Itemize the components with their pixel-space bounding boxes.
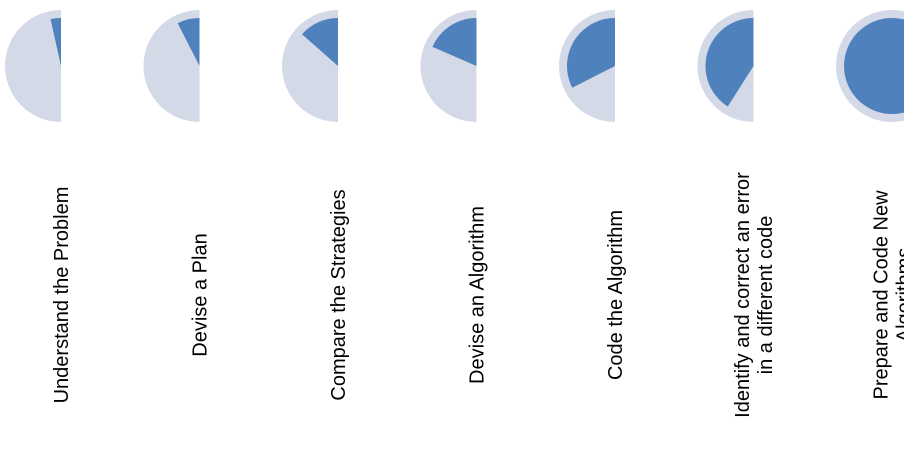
step-label: Prepare and Code NewAlgorithms	[871, 190, 904, 400]
step-label: Devise a Plan	[190, 233, 212, 356]
step-6: Identify and correct an errorin a differ…	[697, 10, 777, 418]
step-progress-wedge	[50, 18, 61, 66]
step-2: Devise a Plan	[143, 10, 212, 357]
step-label: Compare the Strategies	[328, 189, 350, 400]
step-label-line: Compare the Strategies	[328, 189, 350, 400]
step-progress-wedge	[844, 18, 904, 114]
step-label-line: Code the Algorithm	[605, 210, 627, 380]
step-progress-wedge	[567, 18, 615, 88]
step-label: Identify and correct an errorin a differ…	[732, 172, 777, 418]
step-5: Code the Algorithm	[559, 10, 627, 380]
step-progress-wedge	[705, 18, 754, 107]
step-label-line: Devise a Plan	[190, 233, 212, 356]
step-progress-wedge	[301, 18, 338, 66]
step-label-line: Identify and correct an error	[732, 172, 754, 418]
step-label-line: in a different code	[755, 216, 777, 375]
step-progress-wedge	[432, 18, 477, 66]
step-3: Compare the Strategies	[282, 10, 350, 401]
step-label: Devise an Algorithm	[467, 206, 489, 384]
step-label-line: Understand the Problem	[51, 187, 73, 404]
step-7: Prepare and Code NewAlgorithms	[836, 10, 904, 400]
step-4: Devise an Algorithm	[420, 10, 489, 384]
step-label-line: Prepare and Code New	[871, 190, 893, 400]
step-label-line: Devise an Algorithm	[467, 206, 489, 384]
step-label-line: Algorithms	[894, 248, 904, 342]
step-label: Code the Algorithm	[605, 210, 627, 380]
step-1: Understand the Problem	[5, 10, 73, 403]
step-track-half	[5, 10, 61, 122]
step-progress-wedge	[177, 18, 200, 66]
step-label: Understand the Problem	[51, 187, 73, 404]
